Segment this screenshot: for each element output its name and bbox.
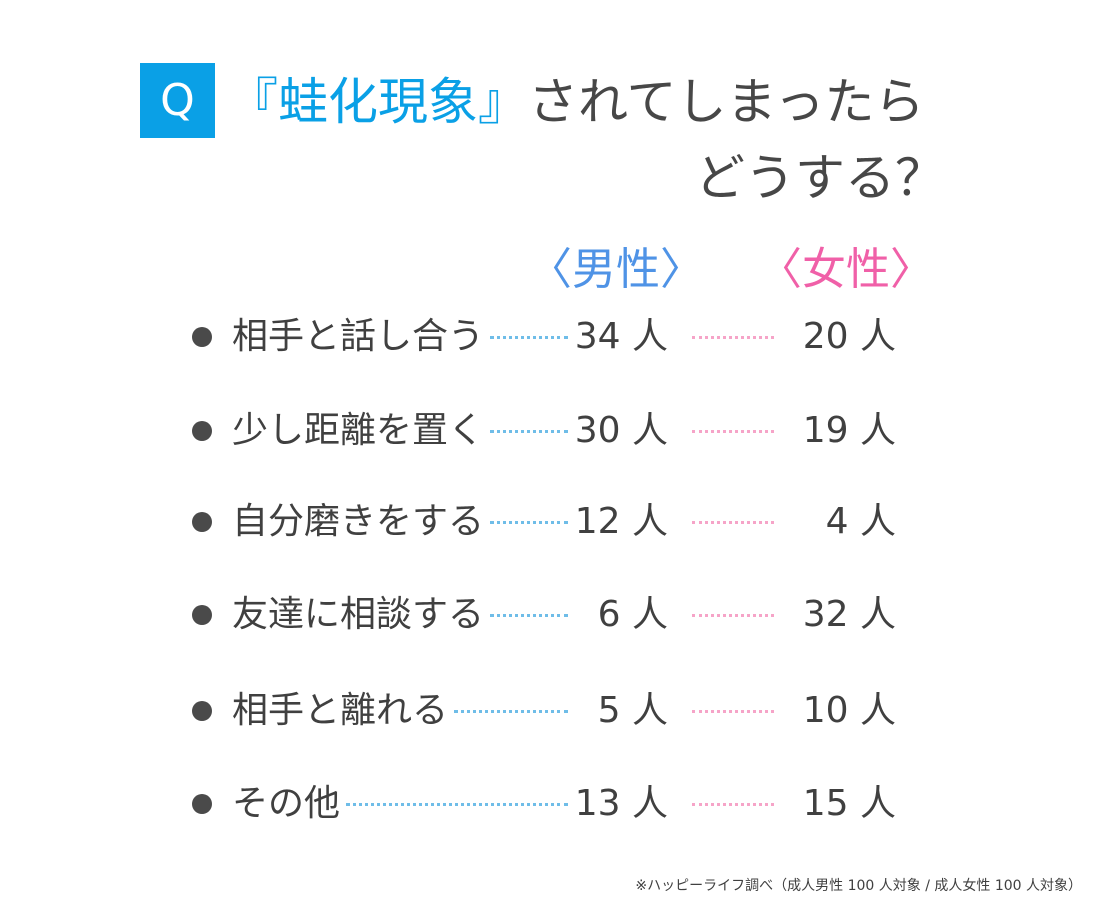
leader-dots-female [692, 521, 774, 524]
row-label: 少し距離を置く [232, 410, 485, 451]
female-value: 19 人 [802, 410, 896, 451]
male-value: 34 人 [574, 316, 668, 357]
table-row: 友達に相談する 6 人 32 人 [0, 585, 1100, 645]
bullet-icon [192, 605, 212, 625]
leader-dots-male [454, 710, 568, 713]
row-label: 自分磨きをする [232, 501, 485, 542]
leader-dots-male [490, 614, 568, 617]
female-value: 15 人 [802, 783, 896, 824]
table-row: 自分磨きをする 12 人 4 人 [0, 492, 1100, 552]
table-row: 相手と話し合う 34 人 20 人 [0, 307, 1100, 367]
leader-dots-female [692, 803, 774, 806]
male-value: 30 人 [574, 410, 668, 451]
table-row: 少し距離を置く 30 人 19 人 [0, 401, 1100, 461]
table-row: 相手と離れる 5 人 10 人 [0, 681, 1100, 741]
leader-dots-male [346, 803, 568, 806]
question-badge: Q [140, 63, 215, 138]
bullet-icon [192, 327, 212, 347]
female-value: 20 人 [802, 316, 896, 357]
bullet-icon [192, 512, 212, 532]
page-title-line2: どうする？ [695, 149, 945, 207]
male-value: 6 人 [597, 594, 668, 635]
row-label: 相手と話し合う [232, 316, 485, 357]
bullet-icon [192, 421, 212, 441]
male-value: 13 人 [574, 783, 668, 824]
female-value: 4 人 [825, 501, 896, 542]
table-row: その他 13 人 15 人 [0, 774, 1100, 834]
male-value: 5 人 [597, 690, 668, 731]
column-header-female: 〈女性〉 [758, 244, 934, 295]
leader-dots-female [692, 710, 774, 713]
leader-dots-female [692, 430, 774, 433]
leader-dots-male [490, 336, 568, 339]
female-value: 10 人 [802, 690, 896, 731]
leader-dots-female [692, 336, 774, 339]
bullet-icon [192, 794, 212, 814]
leader-dots-male [490, 521, 568, 524]
leader-dots-female [692, 614, 774, 617]
row-label: その他 [232, 783, 341, 824]
column-header-male: 〈男性〉 [528, 244, 704, 295]
female-value: 32 人 [802, 594, 896, 635]
row-label: 相手と離れる [232, 690, 449, 731]
leader-dots-male [490, 430, 568, 433]
title-highlight: 『蛙化現象』 [228, 73, 528, 131]
male-value: 12 人 [574, 501, 668, 542]
row-label: 友達に相談する [232, 594, 485, 635]
bullet-icon [192, 701, 212, 721]
title-rest: されてしまったら [528, 73, 925, 131]
page-title: 『蛙化現象』されてしまったら [228, 66, 925, 138]
footnote: ※ハッピーライフ調べ（成人男性 100 人対象 / 成人女性 100 人対象） [635, 878, 1082, 894]
